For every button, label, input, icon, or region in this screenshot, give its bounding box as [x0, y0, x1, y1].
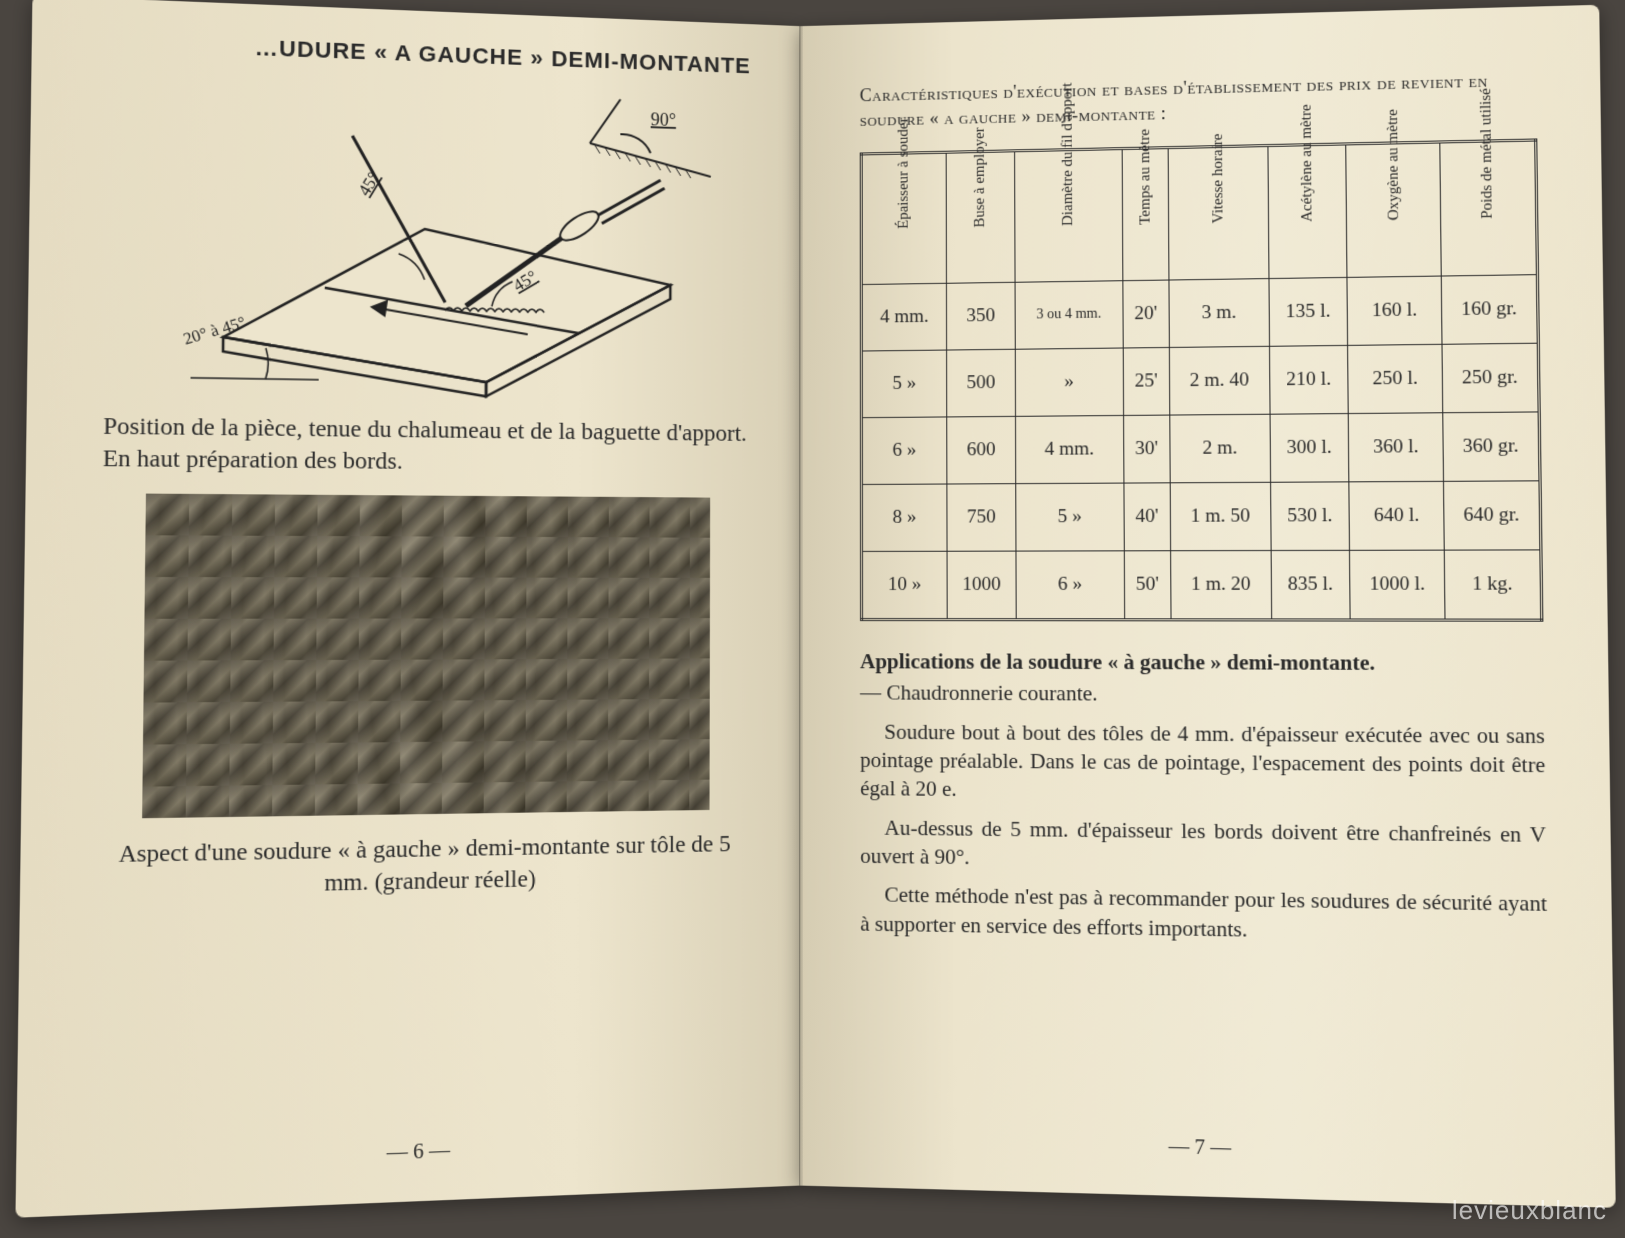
- col-header: Poids de métal utilisé: [1440, 140, 1538, 276]
- table-row: 4 mm. 350 3 ou 4 mm. 20' 3 m. 135 l. 160…: [861, 275, 1538, 351]
- angle-label: 45°: [354, 169, 384, 200]
- col-header: Temps au mètre: [1122, 148, 1169, 281]
- col-header: Diamètre du fil d'apport: [1015, 149, 1123, 283]
- col-header: Acétylène au mètre: [1267, 144, 1347, 279]
- left-page: …UDURE « A GAUCHE » DEMI-MONTANTE: [15, 0, 800, 1218]
- watermark: levieuxblanc: [1452, 1195, 1607, 1226]
- angle-label: 20° à 45°: [181, 312, 248, 348]
- table-row: 5 » 500 » 25' 2 m. 40 210 l. 250 l. 250 …: [861, 344, 1539, 418]
- weld-parameters-table: Épaisseur à souder Buse à employer Diamè…: [860, 139, 1544, 622]
- table-header-row: Épaisseur à souder Buse à employer Diamè…: [861, 140, 1537, 285]
- paragraph: — Chaudronnerie courante.: [860, 679, 1544, 711]
- paragraph: Soudure bout à bout des tôles de 4 mm. d…: [860, 717, 1546, 809]
- table-body: 4 mm. 350 3 ou 4 mm. 20' 3 m. 135 l. 160…: [861, 275, 1541, 621]
- col-header: Épaisseur à souder: [861, 153, 946, 285]
- right-page: Caractéristiques d'exécution et bases d'…: [800, 5, 1616, 1208]
- table-row: 6 » 600 4 mm. 30' 2 m. 300 l. 360 l. 360…: [861, 412, 1540, 485]
- paragraph: Au-dessus de 5 mm. d'épaisseur les bords…: [860, 813, 1546, 879]
- welding-diagram: 90°: [125, 67, 730, 406]
- table-row: 10 » 1000 6 » 50' 1 m. 20 835 l. 1000 l.…: [861, 550, 1541, 620]
- paragraph: Cette méthode n'est pas à recommander po…: [860, 880, 1547, 948]
- applications-heading-text: Applications de la soudure « à gauche » …: [860, 650, 1375, 676]
- photo-caption: Aspect d'une soudure « à gauche » demi-m…: [97, 828, 750, 904]
- table-intro: Caractéristiques d'exécution et bases d'…: [860, 67, 1537, 133]
- angle-label: 90°: [651, 110, 676, 130]
- body-text: — Chaudronnerie courante. Soudure bout à…: [860, 679, 1547, 949]
- page-number: — 6 —: [16, 1126, 800, 1180]
- book-spread: …UDURE « A GAUCHE » DEMI-MONTANTE: [52, 26, 1588, 1185]
- weld-photo: [142, 494, 710, 819]
- applications-heading: Applications de la soudure « à gauche » …: [860, 650, 1544, 677]
- page-number: — 7 —: [800, 1126, 1615, 1170]
- book-spine: [799, 26, 803, 1185]
- col-header: Vitesse horaire: [1168, 146, 1268, 280]
- col-header: Buse à employer: [946, 151, 1015, 283]
- diagram-caption: Position de la pièce, tenue du chalumeau…: [103, 410, 751, 480]
- col-header: Oxygène au mètre: [1346, 142, 1441, 277]
- table-row: 8 » 750 5 » 40' 1 m. 50 530 l. 640 l. 64…: [861, 481, 1540, 552]
